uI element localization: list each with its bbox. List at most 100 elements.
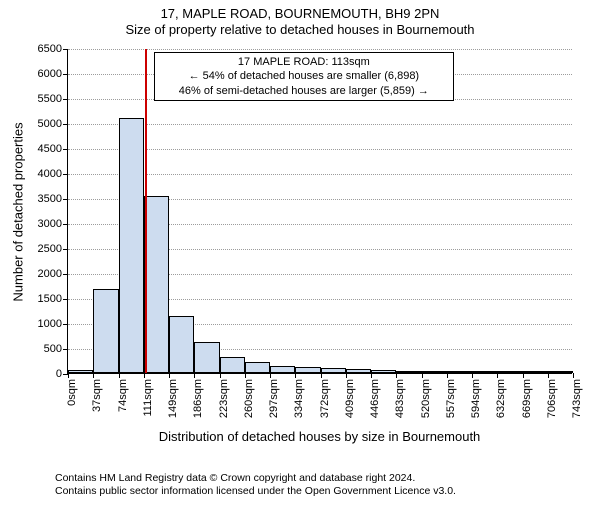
- annotation-line: 17 MAPLE ROAD: 113sqm: [161, 55, 447, 69]
- histogram-bar: [321, 368, 346, 373]
- ytick-mark: [63, 299, 68, 300]
- xtick-label: 186sqm: [192, 379, 204, 418]
- xtick-mark: [245, 373, 246, 378]
- xtick-mark: [523, 373, 524, 378]
- annotation-line: ← 54% of detached houses are smaller (6,…: [161, 69, 447, 83]
- xtick-mark: [447, 373, 448, 378]
- ytick-mark: [63, 274, 68, 275]
- page-title-1: 17, MAPLE ROAD, BOURNEMOUTH, BH9 2PN: [0, 6, 600, 21]
- xtick-mark: [119, 373, 120, 378]
- xtick-mark: [573, 373, 574, 378]
- histogram-bar: [472, 371, 497, 373]
- annotation-box: 17 MAPLE ROAD: 113sqm← 54% of detached h…: [154, 52, 454, 101]
- xtick-mark: [422, 373, 423, 378]
- xtick-mark: [346, 373, 347, 378]
- histogram-bar: [93, 289, 118, 373]
- xtick-mark: [144, 373, 145, 378]
- ytick-mark: [63, 224, 68, 225]
- histogram-bar: [220, 357, 245, 374]
- histogram-bar: [295, 367, 320, 374]
- histogram-bar: [497, 371, 522, 373]
- ytick-mark: [63, 249, 68, 250]
- xtick-label: 260sqm: [243, 379, 255, 418]
- xtick-mark: [321, 373, 322, 378]
- xtick-label: 372sqm: [319, 379, 331, 418]
- histogram-bar: [144, 196, 169, 374]
- ytick-label: 3500: [38, 193, 62, 205]
- histogram-bar: [68, 370, 93, 373]
- xtick-label: 743sqm: [571, 379, 583, 418]
- ytick-label: 2500: [38, 243, 62, 255]
- license-line-2: Contains public sector information licen…: [55, 485, 456, 498]
- xtick-label: 483sqm: [394, 379, 406, 418]
- xtick-mark: [371, 373, 372, 378]
- ytick-mark: [63, 349, 68, 350]
- xtick-mark: [169, 373, 170, 378]
- histogram-bar: [396, 371, 421, 373]
- xtick-label: 632sqm: [495, 379, 507, 418]
- ytick-mark: [63, 124, 68, 125]
- xtick-mark: [295, 373, 296, 378]
- ytick-mark: [63, 74, 68, 75]
- ytick-mark: [63, 324, 68, 325]
- xtick-mark: [220, 373, 221, 378]
- xtick-label: 149sqm: [167, 379, 179, 418]
- xtick-mark: [497, 373, 498, 378]
- xtick-mark: [270, 373, 271, 378]
- xtick-label: 594sqm: [470, 379, 482, 418]
- ytick-label: 5000: [38, 118, 62, 130]
- xtick-mark: [93, 373, 94, 378]
- histogram-chart: 0500100015002000250030003500400045005000…: [67, 49, 572, 374]
- ytick-mark: [63, 49, 68, 50]
- property-marker-line: [145, 49, 147, 373]
- xtick-mark: [68, 373, 69, 378]
- xtick-label: 409sqm: [344, 379, 356, 418]
- ytick-label: 4500: [38, 143, 62, 155]
- ytick-mark: [63, 99, 68, 100]
- y-axis-label: Number of detached properties: [11, 122, 26, 301]
- page-title-2: Size of property relative to detached ho…: [0, 22, 600, 37]
- xtick-label: 706sqm: [546, 379, 558, 418]
- histogram-bar: [346, 369, 371, 373]
- histogram-bar: [422, 371, 447, 373]
- histogram-bar: [169, 316, 194, 373]
- histogram-bar: [447, 371, 472, 373]
- ytick-label: 2000: [38, 268, 62, 280]
- ytick-mark: [63, 199, 68, 200]
- ytick-label: 1500: [38, 293, 62, 305]
- x-axis-label: Distribution of detached houses by size …: [67, 429, 572, 444]
- xtick-label: 74sqm: [117, 379, 129, 412]
- ytick-label: 4000: [38, 168, 62, 180]
- xtick-label: 223sqm: [218, 379, 230, 418]
- histogram-bar: [270, 366, 295, 374]
- annotation-line: 46% of semi-detached houses are larger (…: [161, 84, 447, 98]
- xtick-label: 520sqm: [420, 379, 432, 418]
- ytick-label: 0: [56, 368, 62, 380]
- histogram-bar: [119, 118, 144, 373]
- license-text: Contains HM Land Registry data © Crown c…: [55, 472, 456, 498]
- ytick-mark: [63, 149, 68, 150]
- ytick-mark: [63, 174, 68, 175]
- ytick-label: 3000: [38, 218, 62, 230]
- xtick-mark: [194, 373, 195, 378]
- xtick-label: 669sqm: [521, 379, 533, 418]
- xtick-label: 334sqm: [293, 379, 305, 418]
- histogram-bar: [548, 371, 573, 373]
- xtick-label: 446sqm: [369, 379, 381, 418]
- xtick-label: 297sqm: [268, 379, 280, 418]
- license-line-1: Contains HM Land Registry data © Crown c…: [55, 472, 456, 485]
- ytick-label: 6500: [38, 43, 62, 55]
- histogram-bar: [371, 370, 396, 373]
- xtick-mark: [396, 373, 397, 378]
- xtick-label: 37sqm: [91, 379, 103, 412]
- xtick-label: 111sqm: [142, 379, 154, 417]
- xtick-mark: [472, 373, 473, 378]
- xtick-mark: [548, 373, 549, 378]
- histogram-bar: [245, 362, 270, 374]
- ytick-label: 5500: [38, 93, 62, 105]
- ytick-label: 1000: [38, 318, 62, 330]
- xtick-label: 557sqm: [445, 379, 457, 418]
- histogram-bar: [194, 342, 219, 373]
- xtick-label: 0sqm: [66, 379, 78, 406]
- ytick-label: 6000: [38, 68, 62, 80]
